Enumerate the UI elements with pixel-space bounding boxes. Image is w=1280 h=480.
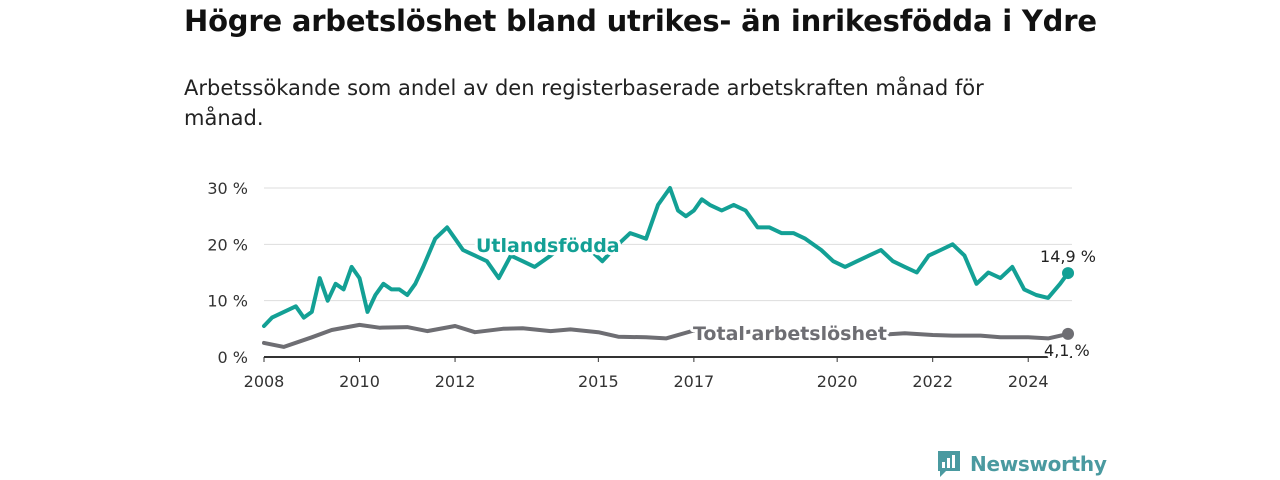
x-tick-label: 2010: [339, 372, 380, 391]
y-axis-ticks: 0 % 10 % 20 % 30 %: [207, 179, 248, 367]
series-end-marker-0: [1062, 267, 1075, 280]
series-label: Utlandsfödda: [476, 235, 620, 257]
y-tick-label: 10 %: [207, 292, 248, 311]
series-end-label: 14,9 %: [1040, 247, 1096, 266]
x-tick-label: 2024: [1008, 372, 1049, 391]
y-tick-label: 20 %: [207, 235, 248, 254]
series-label: Total arbetslöshet: [693, 323, 887, 345]
gridlines: [264, 187, 1072, 358]
newsworthy-logo-icon: [938, 451, 960, 477]
x-tick-label: 2022: [912, 372, 953, 391]
y-tick-label: 30 %: [207, 179, 248, 198]
series-line-0: [262, 186, 1070, 328]
x-tick-label: 2008: [244, 372, 285, 391]
x-tick-label: 2012: [435, 372, 476, 391]
x-tick-label: 2015: [578, 372, 619, 391]
y-tick-label: 0 %: [218, 348, 248, 367]
x-tick-label: 2017: [674, 372, 715, 391]
series-labels: Utlandsfödda 14,9 % Total arbetslöshet 4,1 …: [473, 232, 1098, 362]
series-end-marker-1: [1062, 327, 1075, 340]
series-line-1: [262, 322, 1070, 349]
x-axis-ticks: 2008 2010 2012 2015 2017 2020 2022 2024: [244, 357, 1049, 391]
x-tick-label: 2020: [817, 372, 858, 391]
chart-title: Högre arbetslöshet bland utrikes- än inr…: [184, 4, 1097, 38]
chart-subtitle: Arbetssökande som andel av den registerb…: [184, 76, 984, 130]
series-lines: [262, 186, 1075, 349]
brand-logo: Newsworthy: [936, 448, 1107, 480]
line-chart: 0 % 10 % 20 % 30 % 2008 2010 2012 2015 2017 2020…: [207, 179, 1098, 391]
brand-name: Newsworthy: [970, 452, 1107, 476]
series-end-label: 4,1 %: [1044, 341, 1090, 360]
